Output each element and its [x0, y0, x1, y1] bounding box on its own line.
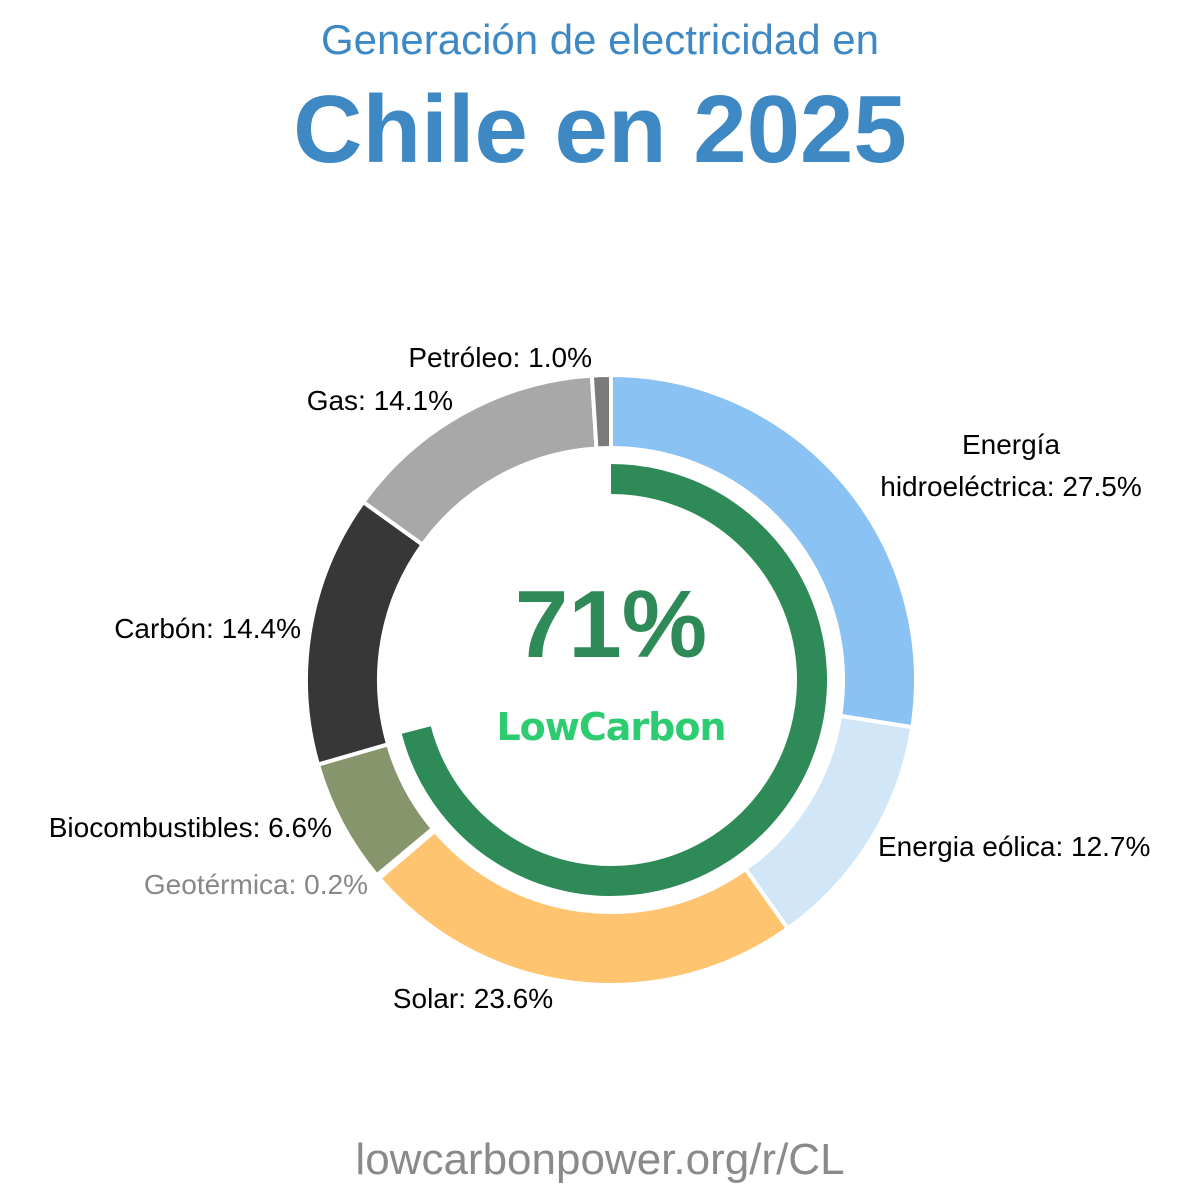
- label-line: Carbón: 14.4%: [114, 613, 301, 644]
- chart-title: Chile en 2025: [293, 76, 907, 183]
- lowcarbon-logo: LowCarbon: [496, 705, 725, 749]
- source-url: lowcarbonpower.org/r/CL: [355, 1135, 845, 1184]
- label-gas: Gas: 14.1%: [307, 385, 453, 416]
- label-geotermica: Geotérmica: 0.2%: [144, 869, 368, 900]
- slice-carbon: [304, 500, 425, 767]
- label-line: hidroeléctrica: 27.5%: [880, 471, 1141, 502]
- label-line: Geotérmica: 0.2%: [144, 869, 368, 900]
- label-petroleo: Petróleo: 1.0%: [408, 342, 592, 373]
- label-line: Gas: 14.1%: [307, 385, 453, 416]
- donut-slices: [304, 373, 918, 987]
- label-energia-hidroelectrica: Energía hidroeléctrica: 27.5%: [880, 429, 1141, 502]
- label-biocombustibles: Biocombustibles: 6.6%: [49, 812, 332, 843]
- label-line: Petróleo: 1.0%: [408, 342, 592, 373]
- label-line: Energía: [962, 429, 1060, 460]
- slice-labels: Energía hidroeléctrica: 27.5% Energia eóli…: [49, 342, 1151, 1014]
- slice-petroleo: [589, 373, 613, 451]
- low-carbon-percent: 71%: [515, 571, 707, 678]
- label-solar: Solar: 23.6%: [393, 983, 553, 1014]
- label-line: Solar: 23.6%: [393, 983, 553, 1014]
- label-energia-eolica: Energia eólica: 12.7%: [878, 831, 1150, 862]
- slice-energia-hidroelectrica: [609, 373, 918, 730]
- label-line: Biocombustibles: 6.6%: [49, 812, 332, 843]
- low-carbon-ring: [401, 464, 827, 896]
- label-line: Energia eólica: 12.7%: [878, 831, 1150, 862]
- label-carbon: Carbón: 14.4%: [114, 613, 301, 644]
- chart-subtitle: Generación de electricidad en: [320, 16, 880, 63]
